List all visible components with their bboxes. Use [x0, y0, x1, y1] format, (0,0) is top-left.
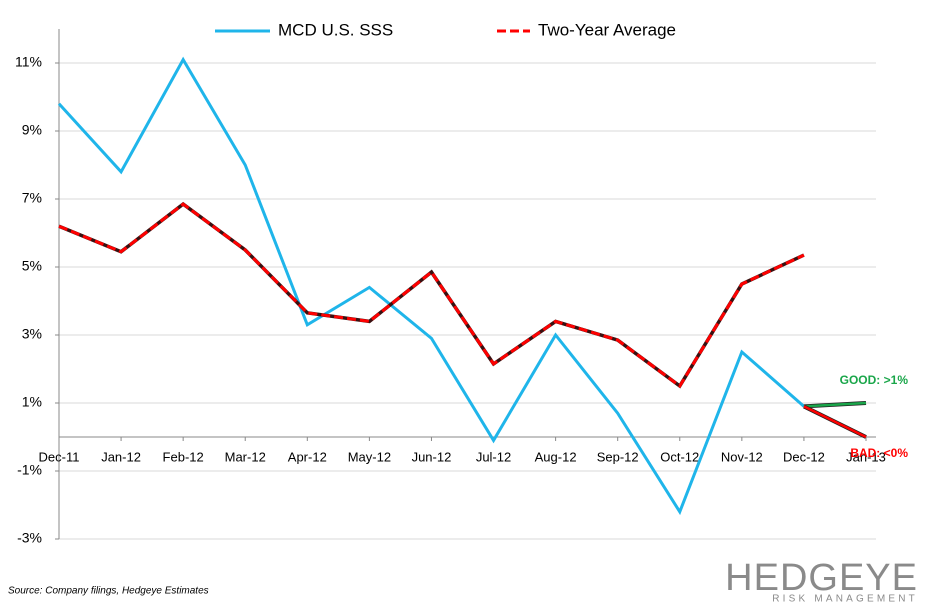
x-tick-label: Feb-12: [163, 449, 204, 464]
annotation-label: GOOD: >1%: [840, 373, 909, 387]
x-tick-label: Sep-12: [597, 449, 639, 464]
y-tick-label: 9%: [22, 122, 42, 138]
x-tick-label: Jan-12: [101, 449, 141, 464]
x-tick-label: Dec-12: [783, 449, 825, 464]
legend-label: Two-Year Average: [538, 20, 676, 39]
y-tick-label: -3%: [17, 530, 42, 546]
logo-name: HEDGEYE: [725, 557, 918, 599]
series-line-outline: [58, 201, 805, 389]
logo-tagline: RISK MANAGEMENT: [772, 594, 918, 604]
x-tick-label: Jan-13: [846, 449, 886, 464]
x-tick-label: Apr-12: [288, 449, 327, 464]
x-tick-label: Nov-12: [721, 449, 763, 464]
x-tick-label: May-12: [348, 449, 391, 464]
legend-label: MCD U.S. SSS: [278, 20, 393, 39]
series-line: [57, 56, 805, 516]
y-tick-label: 3%: [22, 326, 42, 342]
x-tick-label: Dec-11: [39, 449, 80, 464]
series-line: [58, 202, 805, 389]
x-tick-label: Mar-12: [225, 449, 266, 464]
y-tick-label: 1%: [22, 394, 42, 410]
x-tick-label: Jul-12: [476, 449, 511, 464]
annotation-line: [803, 401, 867, 408]
annotation-label: BAD: <0%: [850, 446, 908, 460]
x-tick-label: Oct-12: [660, 449, 699, 464]
y-tick-label: 11%: [15, 54, 42, 70]
y-tick-label: -1%: [17, 462, 42, 478]
x-tick-label: Jun-12: [412, 449, 452, 464]
source-note: Source: Company filings, Hedgeye Estimat…: [8, 586, 209, 597]
y-tick-label: 7%: [22, 190, 42, 206]
y-tick-label: 5%: [22, 258, 42, 274]
annotation-line: [803, 405, 867, 439]
x-tick-label: Aug-12: [535, 449, 577, 464]
